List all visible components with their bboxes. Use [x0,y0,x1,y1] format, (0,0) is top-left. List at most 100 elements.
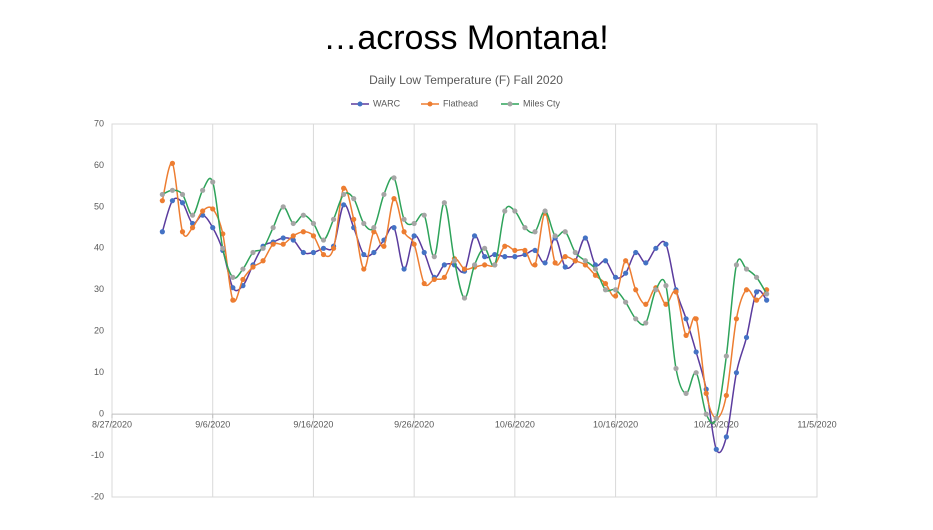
data-point [612,293,619,299]
data-point [482,262,488,268]
data-point [633,287,639,293]
data-point [290,237,296,243]
data-point [300,249,306,256]
data-point [179,191,186,198]
y-tick-label: -20 [91,491,104,501]
data-point [411,220,417,227]
y-tick-label: 50 [94,201,104,211]
x-tick-label: 8/27/2020 [92,419,132,429]
data-point [189,225,196,231]
data-point [441,262,447,268]
data-point [341,191,347,198]
data-point [270,225,276,231]
data-point [230,285,236,291]
data-point [200,187,206,193]
data-point [371,249,377,256]
data-point [391,196,397,202]
data-point [401,229,407,235]
x-tick-label: 9/6/2020 [195,419,230,429]
data-point [673,365,679,372]
data-point [391,175,397,181]
data-point [381,243,387,249]
data-point [562,229,568,235]
y-tick-label: 60 [94,160,104,170]
data-point [562,254,568,260]
data-point [733,370,740,376]
data-point [512,247,518,254]
data-point [179,229,186,235]
data-point [643,320,649,326]
data-point [693,316,699,322]
data-point [602,280,609,287]
data-point [512,254,518,260]
data-point [532,262,538,268]
data-point [683,316,689,322]
data-point [159,198,165,204]
data-point [552,233,558,239]
data-point [250,249,256,256]
data-point [512,208,518,214]
data-point [482,245,488,251]
data-point [582,235,588,241]
data-point [572,258,578,264]
data-point [310,220,317,227]
data-point [492,262,498,268]
data-point [320,237,327,243]
data-point [250,264,256,270]
data-point [482,254,488,260]
data-point [451,258,458,264]
data-point [159,229,165,235]
data-point [280,204,286,210]
data-point [683,390,689,396]
data-point [693,370,699,376]
data-point [280,241,286,247]
data-point [230,274,236,280]
legend-marker [427,101,433,107]
y-tick-label: 20 [94,326,104,336]
slide-title: …across Montana! [323,19,608,57]
data-point [421,249,427,256]
data-point [663,301,669,307]
data-point [260,245,266,251]
legend-marker [507,101,513,107]
data-point [290,220,296,227]
data-point [502,208,508,214]
data-point [169,187,176,193]
data-point [371,229,377,235]
data-point [663,241,669,247]
data-point [300,229,306,235]
legend-label: WARC [373,98,401,108]
data-point [623,270,629,276]
data-point [471,233,478,239]
data-point [210,179,216,185]
data-point [341,202,347,208]
data-point [260,258,266,264]
y-tick-label: -10 [91,450,104,460]
data-point [341,185,347,191]
data-point [351,196,357,202]
data-point [542,208,548,214]
data-point [290,233,296,239]
data-point [723,392,729,399]
data-point [230,297,236,303]
data-point [431,254,437,260]
data-point [401,266,407,272]
data-point [401,216,407,222]
data-point [633,316,639,322]
data-point [582,262,588,268]
data-point [330,245,337,251]
data-point [220,231,226,237]
data-point [371,225,377,231]
x-tick-label: 9/26/2020 [394,419,434,429]
data-point [522,225,528,231]
legend-label: Flathead [443,98,478,108]
data-point [310,249,317,256]
data-point [552,260,558,266]
data-point [723,353,729,359]
x-tick-label: 10/6/2020 [495,419,535,429]
data-point [602,287,609,293]
data-point [421,280,427,287]
data-point [713,415,719,421]
chart-title: Daily Low Temperature (F) Fall 2020 [369,73,563,87]
